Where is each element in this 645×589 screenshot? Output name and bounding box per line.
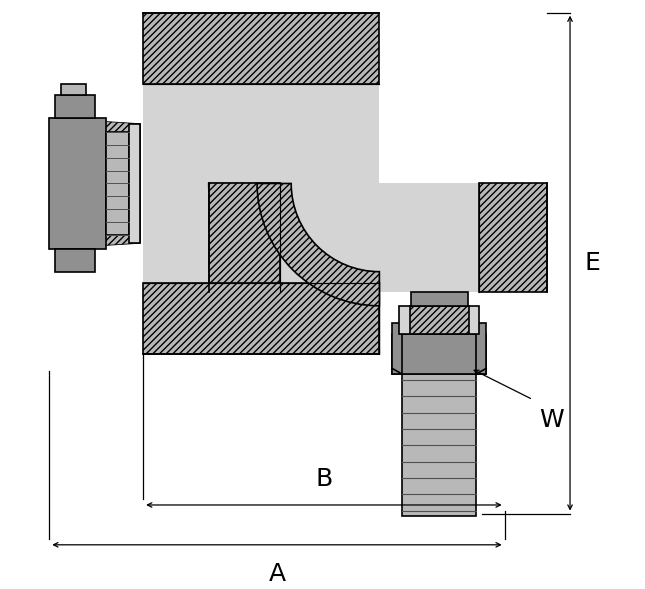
FancyBboxPatch shape [50,118,106,249]
Polygon shape [479,184,547,292]
FancyBboxPatch shape [55,249,95,272]
Polygon shape [143,283,379,354]
FancyBboxPatch shape [61,84,86,95]
Polygon shape [143,13,379,84]
Text: A: A [268,562,286,586]
FancyBboxPatch shape [399,306,479,335]
Text: B: B [315,466,333,491]
FancyBboxPatch shape [280,184,479,292]
Text: W: W [539,408,564,432]
FancyBboxPatch shape [106,133,129,234]
Polygon shape [392,323,486,374]
Polygon shape [209,184,280,292]
Polygon shape [143,13,379,84]
Polygon shape [50,118,141,249]
Wedge shape [209,184,379,354]
FancyBboxPatch shape [55,95,95,118]
FancyBboxPatch shape [410,306,469,335]
Polygon shape [143,283,379,354]
FancyBboxPatch shape [402,374,476,517]
FancyBboxPatch shape [392,335,486,374]
Wedge shape [257,184,379,306]
FancyBboxPatch shape [129,124,141,243]
FancyBboxPatch shape [411,292,468,306]
Text: E: E [584,251,600,275]
FancyBboxPatch shape [143,84,379,283]
